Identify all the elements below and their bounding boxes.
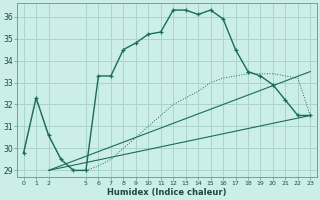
X-axis label: Humidex (Indice chaleur): Humidex (Indice chaleur) xyxy=(107,188,227,197)
